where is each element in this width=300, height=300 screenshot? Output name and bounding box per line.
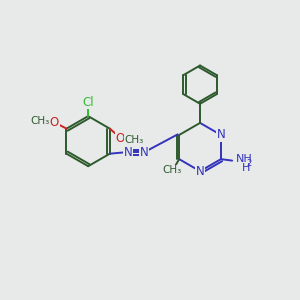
Text: N: N (217, 128, 225, 142)
Text: Cl: Cl (82, 95, 94, 109)
Text: N: N (196, 165, 204, 178)
Text: 2: 2 (246, 159, 251, 168)
Text: CH₃: CH₃ (30, 116, 50, 126)
Text: CH₃: CH₃ (162, 165, 182, 175)
Text: O: O (116, 132, 125, 145)
Text: CH₃: CH₃ (125, 134, 144, 145)
Text: O: O (50, 116, 59, 129)
Text: N: N (124, 146, 133, 159)
Text: H: H (242, 163, 250, 173)
Text: N: N (140, 146, 149, 159)
Text: NH: NH (236, 154, 252, 164)
